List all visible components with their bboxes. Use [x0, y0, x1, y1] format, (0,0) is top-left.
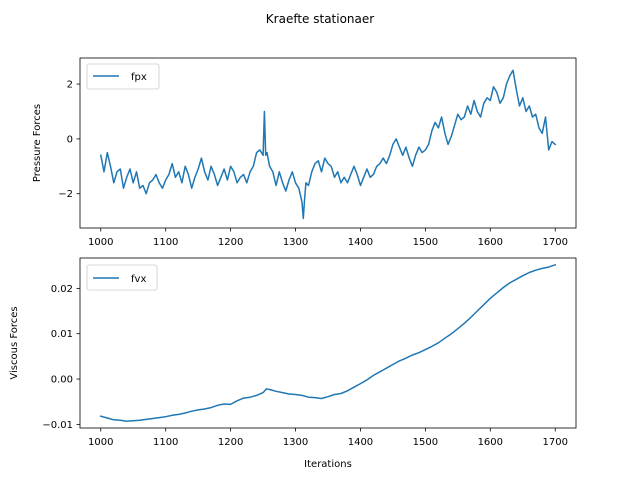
x-tick-label: 1400 — [348, 437, 373, 448]
subplot-viscous: 1000 1100 1200 1300 1400 1500 1600 1700 −0.01 0.0… — [9, 257, 577, 470]
legend-label-fvx: fvx — [131, 274, 146, 285]
x-tick-label: 1000 — [88, 437, 113, 448]
y-tick-label: −0.01 — [42, 420, 73, 431]
y-tick-label: 0.02 — [51, 284, 73, 295]
x-tick-label: 1100 — [153, 437, 178, 448]
x-tick-label: 1700 — [542, 437, 567, 448]
x-axis-label: Iterations — [304, 459, 352, 470]
x-tick-label: 1100 — [153, 237, 178, 248]
x-tick-label: 1200 — [218, 437, 243, 448]
x-tick-label: 1200 — [218, 237, 243, 248]
legend: fvx — [86, 264, 158, 291]
y-axis-label: Pressure Forces — [32, 104, 43, 182]
axes-frame — [79, 257, 577, 429]
x-tick-label: 1700 — [542, 237, 567, 248]
x-tick-label: 1500 — [413, 437, 438, 448]
y-tick-label: 0 — [67, 134, 73, 145]
x-tick-label: 1500 — [413, 237, 438, 248]
series-line-fpx — [99, 69, 557, 220]
legend-label-fpx: fpx — [131, 72, 147, 83]
x-tick-label: 1300 — [283, 437, 308, 448]
legend-box — [86, 264, 158, 291]
y-tick-label: −2 — [58, 189, 73, 200]
x-tick-label: 1600 — [478, 237, 503, 248]
y-tick-label: 0.01 — [51, 329, 73, 340]
legend-box — [86, 63, 160, 90]
y-axis-label: Viscous Forces — [9, 306, 20, 379]
x-tick-label: 1400 — [348, 237, 373, 248]
subplot-pressure: 1000 1100 1200 1300 1400 1500 1600 1700 −2 0 2 Pre… — [32, 57, 577, 248]
x-tick-label: 1300 — [283, 237, 308, 248]
x-tick-label: 1600 — [478, 437, 503, 448]
axes-frame — [79, 57, 577, 229]
legend: fpx — [86, 63, 160, 90]
y-tick-label: 2 — [67, 80, 73, 91]
figure-title: Kraefte stationaer — [266, 12, 374, 26]
y-tick-label: 0.00 — [51, 375, 73, 386]
x-tick-label: 1000 — [88, 237, 113, 248]
series-line-fvx — [99, 263, 557, 422]
